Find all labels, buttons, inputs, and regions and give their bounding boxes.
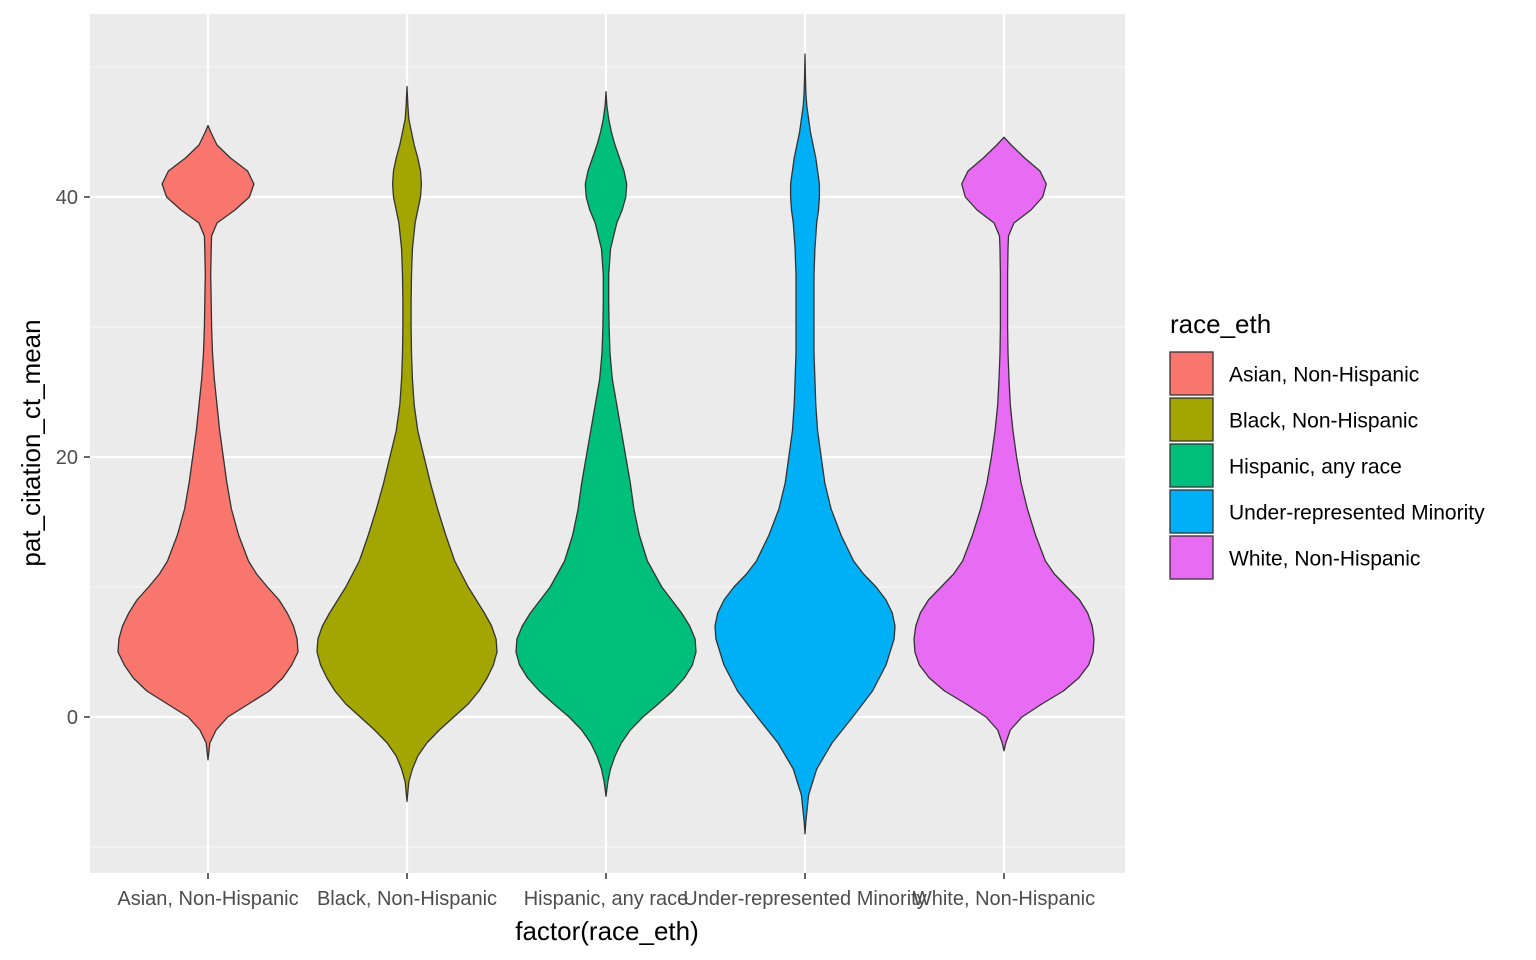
y-axis-title: pat_citation_ct_mean xyxy=(16,319,46,566)
x-tick-label: Hispanic, any race xyxy=(524,888,689,910)
legend-label-4: Under-represented Minority xyxy=(1229,502,1485,525)
y-axis-ticks: 0 20 40 xyxy=(56,187,90,729)
legend: race_eth Asian, Non-Hispanic Black, Non-H… xyxy=(1170,309,1485,579)
legend-label-5: White, Non-Hispanic xyxy=(1229,548,1420,571)
y-tick-label: 20 xyxy=(56,447,78,469)
x-axis-ticks: Asian, Non-Hispanic Black, Non-Hispanic Hi… xyxy=(117,873,1095,910)
legend-key-4 xyxy=(1170,490,1213,533)
x-tick-label: White, Non-Hispanic xyxy=(913,888,1095,910)
x-axis-title: factor(race_eth) xyxy=(515,916,699,946)
legend-key-1 xyxy=(1170,352,1213,395)
x-tick-label: Asian, Non-Hispanic xyxy=(117,888,298,910)
legend-title: race_eth xyxy=(1170,309,1271,339)
legend-key-3 xyxy=(1170,444,1213,487)
y-tick-label: 0 xyxy=(67,707,78,729)
x-tick-label: Black, Non-Hispanic xyxy=(317,888,497,910)
legend-label-3: Hispanic, any race xyxy=(1229,456,1402,479)
x-tick-label: Under-represented Minority xyxy=(683,888,926,910)
legend-key-2 xyxy=(1170,398,1213,441)
legend-label-2: Black, Non-Hispanic xyxy=(1229,410,1418,433)
legend-key-5 xyxy=(1170,536,1213,579)
legend-label-1: Asian, Non-Hispanic xyxy=(1229,364,1419,387)
y-tick-label: 40 xyxy=(56,187,78,209)
